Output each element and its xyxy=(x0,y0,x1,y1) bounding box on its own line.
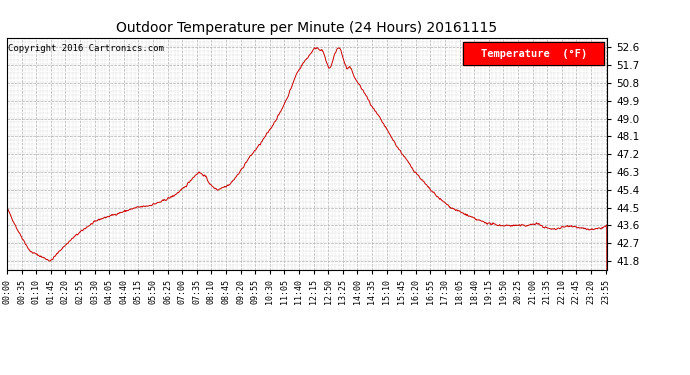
Title: Outdoor Temperature per Minute (24 Hours) 20161115: Outdoor Temperature per Minute (24 Hours… xyxy=(117,21,497,35)
Text: Temperature  (°F): Temperature (°F) xyxy=(480,49,586,59)
Bar xyxy=(463,42,604,65)
Text: Copyright 2016 Cartronics.com: Copyright 2016 Cartronics.com xyxy=(8,45,164,54)
Bar xyxy=(463,42,604,65)
